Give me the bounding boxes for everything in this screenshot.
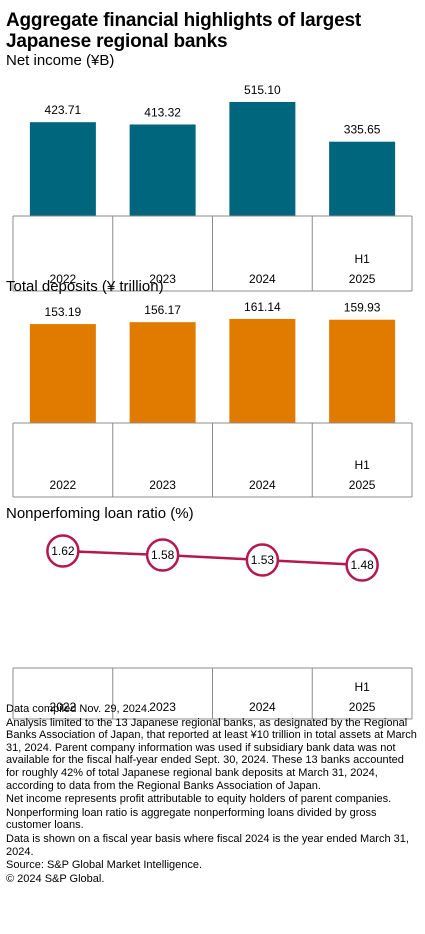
footnote-net-income: Net income represents profit attributabl… [6, 793, 392, 806]
bar [329, 319, 396, 423]
data-label: 159.93 [344, 301, 381, 315]
data-label: 515.10 [244, 83, 281, 97]
data-label: 1.62 [51, 544, 75, 558]
x-tick-label: 2024 [249, 272, 276, 286]
data-label: 413.32 [144, 105, 181, 119]
data-label: 161.14 [244, 300, 281, 314]
footnote-source: Source: S&P Global Market Intelligence. [6, 859, 203, 872]
data-label: 335.65 [344, 123, 381, 137]
category-prefix-label: H1 [354, 252, 370, 266]
npl-ratio-chart: 1.62 1.58 1.53 1.48 2022 2023 2024 H1 2025 [12, 534, 413, 720]
total-deposits-chart-title: Total deposits (¥ trillion) [6, 278, 164, 295]
bar [129, 322, 196, 423]
footnote-copyright: © 2024 S&P Global. [6, 872, 105, 885]
x-tick-label: 2022 [50, 700, 77, 714]
footnote-npl: Nonperforming loan ratio is aggregate no… [6, 806, 377, 832]
x-tick-label: 2023 [149, 700, 176, 714]
data-point [46, 534, 80, 568]
bar [229, 318, 296, 423]
net-income-chart-title: Net income (¥B) [6, 52, 115, 69]
data-label: 423.71 [45, 103, 82, 117]
footnote-analysis: Analysis limited to the 13 Japanese regi… [6, 716, 417, 792]
net-income-chart: 423.71 413.32 515.10 335.65 2022 2023 2024 H1 20… [12, 83, 413, 292]
bar [329, 141, 396, 216]
footnotes: Data compiled Nov. 29, 2024. Analysis li… [6, 703, 418, 886]
data-label: 153.19 [45, 305, 82, 319]
x-tick-label: 2025 [349, 700, 376, 714]
total-deposits-chart: 153.19 156.17 161.14 159.93 2022 2023 2024 H1 20… [12, 300, 413, 498]
data-point [345, 548, 379, 582]
bar [229, 101, 296, 216]
data-point [145, 538, 180, 572]
data-label: 1.58 [151, 548, 175, 562]
footnote-compiled: Data compiled Nov. 29, 2024. [6, 703, 151, 715]
x-tick-label: 2023 [149, 272, 176, 286]
data-label: 1.48 [350, 558, 374, 572]
x-tick-label: 2022 [50, 272, 77, 286]
data-point [245, 543, 280, 577]
series-line [62, 549, 363, 567]
x-tick-label: 2025 [349, 272, 376, 286]
bar [129, 124, 196, 216]
x-tick-label: 2024 [249, 478, 276, 492]
category-prefix-label: H1 [354, 680, 370, 694]
bar [29, 324, 96, 423]
bar [29, 122, 96, 216]
x-tick-label: 2023 [149, 478, 176, 492]
npl-ratio-chart-title: Nonperfoming loan ratio (%) [6, 505, 194, 522]
x-tick-label: 2024 [249, 700, 276, 714]
category-prefix-label: H1 [354, 458, 370, 472]
footnote-fiscal-year: Data is shown on a fiscal year basis whe… [6, 832, 409, 858]
data-label: 156.17 [144, 303, 181, 317]
page-title: Aggregate financial highlights of larges… [6, 10, 361, 52]
x-tick-label: 2025 [349, 478, 376, 492]
data-label: 1.53 [251, 553, 275, 567]
x-tick-label: 2022 [50, 478, 77, 492]
